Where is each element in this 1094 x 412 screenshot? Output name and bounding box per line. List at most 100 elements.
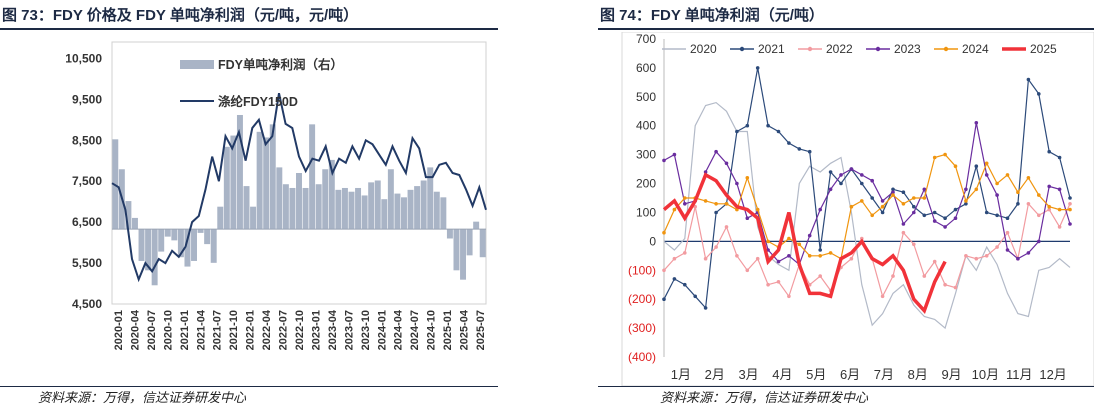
right-bottom-rule: [598, 386, 1094, 387]
profit-bar: [401, 197, 407, 230]
series-point-2024: [891, 193, 895, 197]
x-axis-tick: 12月: [1039, 367, 1066, 382]
series-point-2021: [818, 248, 822, 252]
left-bottom-rule: [0, 386, 498, 387]
profit-bar: [223, 146, 230, 230]
series-point-2024: [912, 196, 916, 200]
series-point-2021: [735, 129, 739, 134]
legend-label-2020: 2020: [690, 42, 717, 56]
series-point-2022: [891, 274, 895, 278]
right-figure-title: 图 74：FDY 单吨净利润（元/吨）: [600, 7, 824, 24]
series-point-2023: [860, 173, 864, 177]
x-axis-tick: 2月: [705, 367, 725, 382]
series-point-2021: [693, 294, 697, 299]
series-point-2023: [880, 199, 885, 203]
series-point-2021: [912, 204, 916, 209]
series-point-2021: [974, 164, 979, 168]
series-point-2021: [683, 282, 687, 287]
profit-bar: [164, 229, 171, 237]
series-point-2023: [745, 216, 750, 220]
profit-bar: [394, 193, 401, 230]
profit-bar: [217, 206, 224, 230]
series-point-2021: [797, 147, 802, 151]
series-point-2023: [807, 233, 812, 238]
profit-bar: [341, 187, 348, 230]
series-point-2023: [818, 207, 822, 212]
series-point-2022: [849, 256, 854, 261]
y-axis-tick: 400: [636, 119, 656, 133]
series-point-2024: [984, 161, 989, 166]
series-point-2021: [1068, 196, 1072, 200]
series-point-2023: [943, 225, 947, 229]
series-point-2021: [860, 181, 864, 186]
legend-label-2025: 2025: [1030, 42, 1057, 56]
legend-marker-2021: [739, 46, 745, 52]
series-point-2022: [984, 254, 989, 258]
profit-bar: [171, 229, 178, 241]
series-point-2021: [672, 277, 677, 281]
series-point-2021: [1005, 216, 1010, 220]
x-axis-tick: 2023-10: [360, 310, 372, 350]
x-axis-tick: 10月: [972, 367, 999, 382]
series-point-2021: [1057, 155, 1062, 160]
left-figure-title: 图 73：FDY 价格及 FDY 单吨净利润（元/吨，元/吨）: [2, 7, 359, 24]
series-point-2021: [755, 66, 760, 70]
profit-bar: [414, 186, 421, 230]
series-point-2022: [672, 256, 677, 261]
right-source: 资料来源：万得，信达证券研发中心: [660, 390, 869, 405]
series-point-2024: [787, 236, 791, 241]
x-axis-tick: 2024-10: [426, 310, 438, 350]
series-point-2023: [735, 181, 739, 186]
legend-price-label: 涤纶FDY150D: [218, 94, 298, 109]
profit-bar: [433, 191, 440, 230]
series-point-2023: [964, 187, 968, 192]
series-point-2023: [1057, 187, 1062, 192]
series-point-2022: [953, 285, 958, 290]
series-point-2022: [807, 282, 812, 287]
series-point-2024: [755, 207, 760, 212]
series-point-2023: [839, 173, 843, 177]
y-axis-tick: (300): [628, 321, 656, 335]
profit-bar: [131, 217, 138, 230]
series-point-2024: [818, 254, 822, 258]
series-point-2024: [1005, 173, 1010, 177]
profit-bar: [138, 229, 145, 261]
left-chart: 10,5009,5008,5007,5006,5005,5004,5001000…: [65, 41, 487, 350]
series-point-2022: [755, 256, 760, 261]
series-point-2024: [901, 202, 906, 206]
series-point-2023: [776, 259, 781, 264]
series-point-2021: [891, 187, 895, 192]
series-point-2021: [839, 181, 843, 186]
y-axis-tick: 100: [636, 205, 656, 219]
series-point-2023: [1047, 184, 1051, 189]
series-point-2022: [932, 259, 937, 264]
y-axis-tick: (100): [628, 263, 656, 277]
series-point-2024: [953, 164, 958, 168]
x-axis-tick: 2021-10: [228, 310, 240, 350]
series-point-2024: [745, 176, 750, 180]
series-line-2024: [663, 153, 1070, 260]
profit-bar: [420, 180, 427, 230]
x-axis-tick: 2022-10: [294, 310, 306, 350]
series-point-2021: [807, 149, 812, 154]
x-axis-tick: 1月: [671, 367, 691, 382]
series-point-2023: [849, 167, 854, 171]
profit-bar: [322, 169, 329, 230]
series-point-2022: [735, 254, 739, 258]
series-point-2024: [1057, 207, 1062, 212]
series-point-2022: [943, 282, 947, 287]
legend-profit-swatch: [180, 60, 214, 69]
y-axis-tick: 700: [636, 32, 656, 46]
series-point-2021: [703, 306, 708, 310]
series-point-2024: [1068, 207, 1072, 212]
series-point-2023: [922, 187, 927, 192]
profit-bar: [309, 124, 316, 230]
legend-label-2022: 2022: [826, 42, 853, 56]
left-axis-tick: 4,500: [72, 297, 102, 311]
profit-bar: [348, 191, 355, 230]
right-title-rule: [598, 28, 1094, 30]
series-point-2022: [995, 245, 999, 249]
series-point-2021: [901, 190, 906, 194]
profit-bar: [204, 229, 211, 245]
x-axis-tick: 8月: [908, 367, 928, 382]
